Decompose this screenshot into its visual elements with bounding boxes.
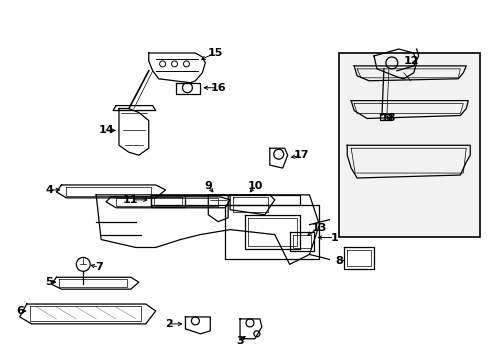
Text: 4: 4	[45, 185, 53, 195]
FancyBboxPatch shape	[339, 53, 479, 237]
Text: 12: 12	[403, 56, 419, 66]
Text: 14: 14	[98, 125, 114, 135]
Text: 7: 7	[95, 262, 103, 272]
Text: 16: 16	[210, 83, 225, 93]
Text: 15: 15	[207, 48, 223, 58]
Text: 3: 3	[236, 336, 244, 346]
Text: 6: 6	[16, 306, 23, 316]
Text: 1: 1	[330, 233, 338, 243]
Text: 5: 5	[44, 277, 52, 287]
Text: 2: 2	[164, 319, 172, 329]
Text: 18: 18	[380, 113, 396, 123]
Text: 17: 17	[293, 150, 309, 160]
Text: 13: 13	[311, 222, 326, 233]
Text: 8: 8	[335, 256, 343, 266]
Text: 9: 9	[204, 181, 212, 191]
Text: 10: 10	[247, 181, 262, 191]
Text: 11: 11	[123, 195, 139, 205]
